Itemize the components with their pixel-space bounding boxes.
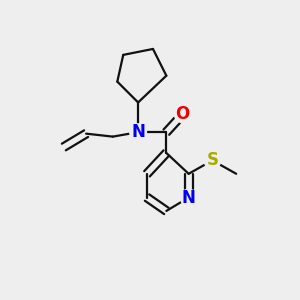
Text: S: S xyxy=(206,152,218,169)
Text: N: N xyxy=(131,123,145,141)
Circle shape xyxy=(174,106,191,123)
Circle shape xyxy=(130,124,146,140)
Circle shape xyxy=(180,189,197,206)
Text: N: N xyxy=(182,189,196,207)
Text: O: O xyxy=(176,105,190,123)
Circle shape xyxy=(204,152,221,169)
